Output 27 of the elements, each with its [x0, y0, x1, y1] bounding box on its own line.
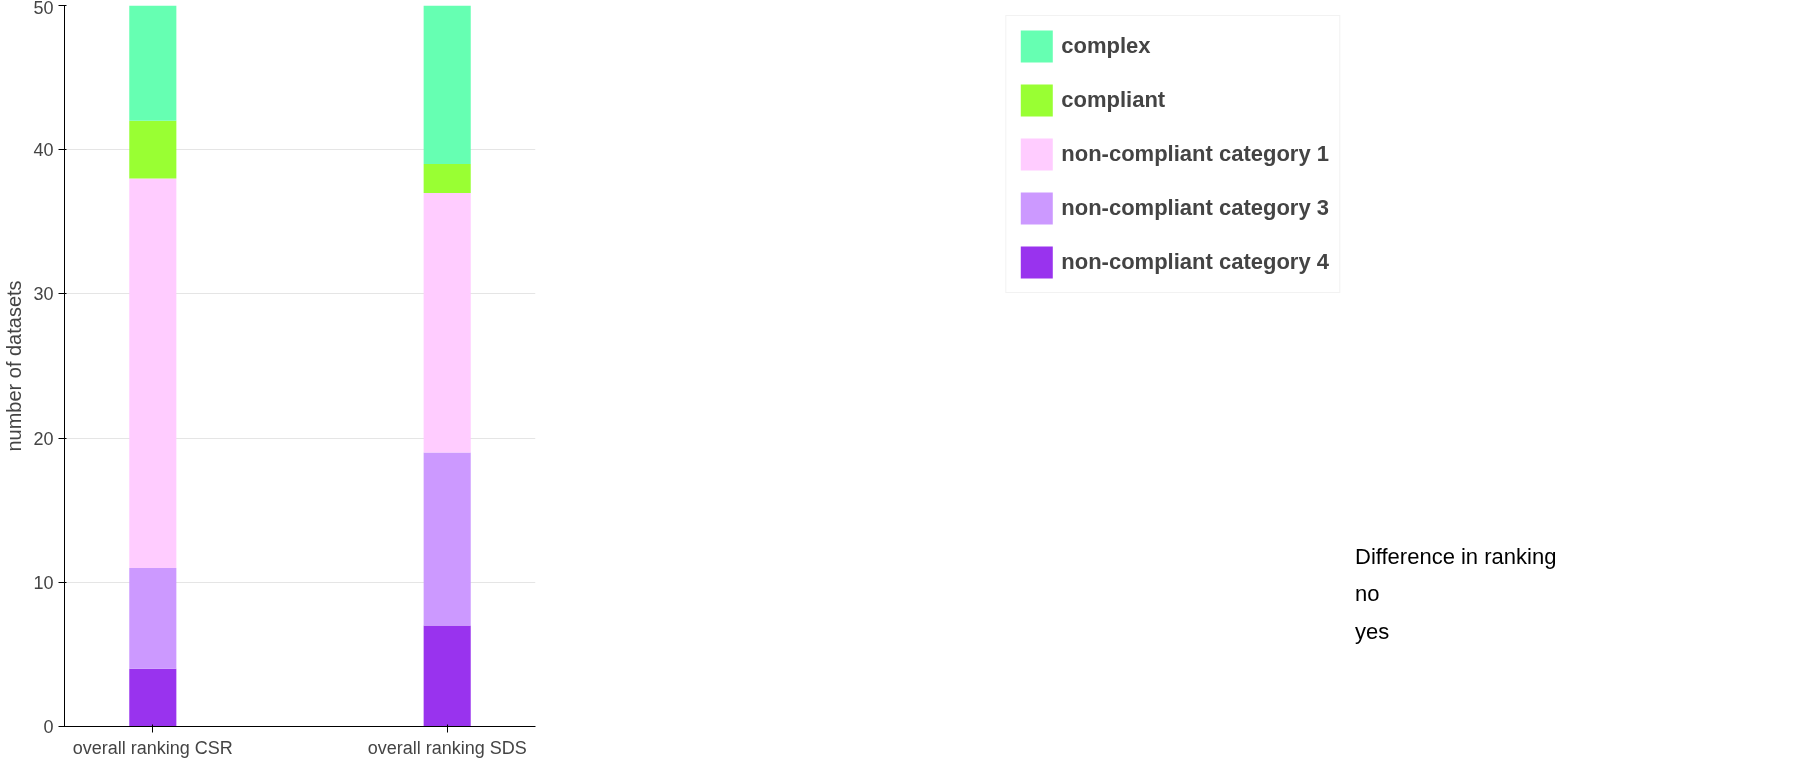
legend-label: complex: [1061, 33, 1151, 59]
legend-label: non-compliant category 4: [1061, 249, 1329, 275]
bar: [423, 164, 471, 193]
text: yes: [1355, 617, 1391, 646]
bar: [423, 625, 471, 727]
legend-label: non-compliant category 1: [1061, 141, 1329, 167]
text: Difference in ranking: [1355, 543, 1557, 571]
bar: [423, 452, 471, 626]
y-tick-label: 10: [33, 572, 54, 593]
x-tick-label: overall ranking CSR: [72, 737, 233, 758]
bar: [129, 668, 177, 727]
bar: [423, 5, 471, 165]
x-tick-label: overall ranking SDS: [367, 737, 527, 758]
y-tick-label: 50: [33, 0, 54, 18]
text: no: [1355, 580, 1381, 609]
bar: [129, 5, 177, 121]
bar: [423, 192, 471, 453]
bar: [129, 120, 177, 179]
legend-label: compliant: [1061, 87, 1166, 113]
y-tick-label: 20: [33, 428, 54, 449]
legend-label: non-compliant category 3: [1061, 195, 1329, 221]
bar: [129, 567, 177, 669]
y-tick-label: 0: [43, 717, 54, 737]
y-tick-label: 40: [33, 140, 54, 161]
bar: [129, 178, 177, 568]
y-tick-label: 30: [33, 284, 54, 305]
y-axis-title: number of datasets: [3, 280, 26, 452]
